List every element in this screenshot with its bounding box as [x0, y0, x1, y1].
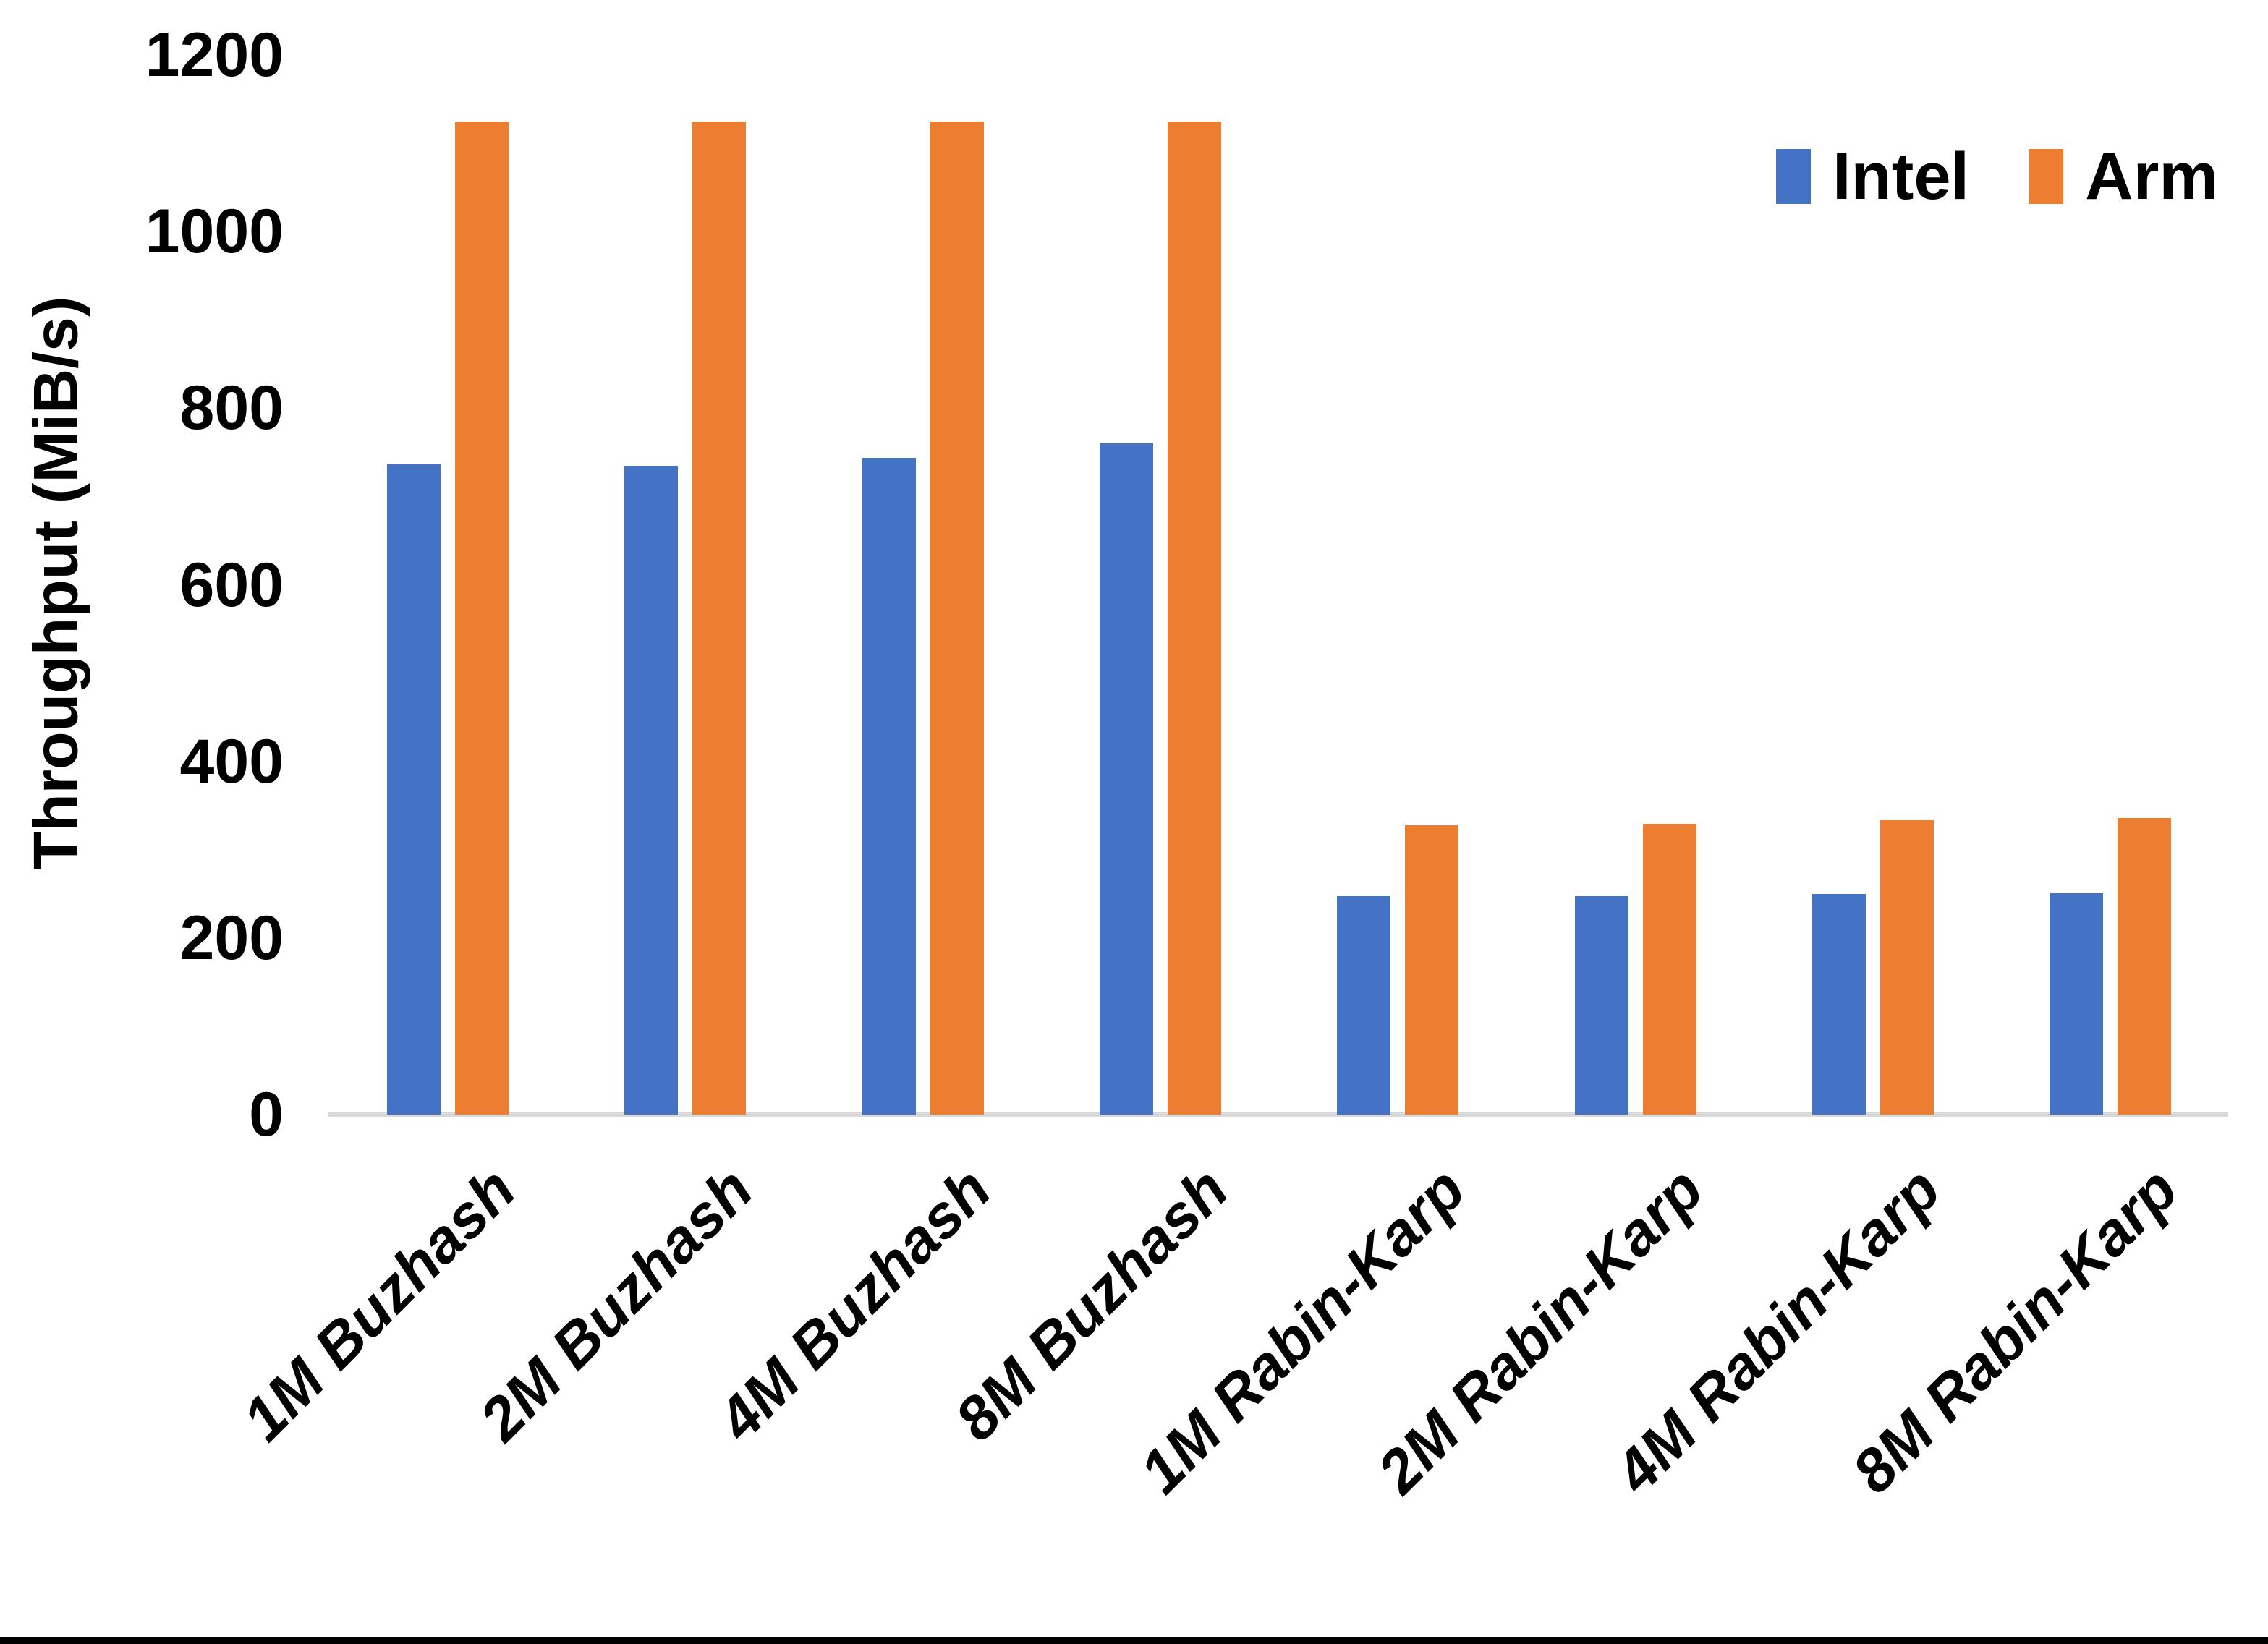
y-tick-label: 600 — [179, 550, 284, 620]
legend-item-arm: Arm — [2029, 143, 2218, 210]
legend-swatch-arm — [2029, 149, 2064, 204]
bar-intel-1m-buzhash — [387, 464, 441, 1115]
y-tick-label: 1000 — [145, 197, 284, 267]
legend-label-arm: Arm — [2085, 140, 2219, 213]
bar-intel-2m-rabin-karp — [1574, 896, 1628, 1115]
x-axis-baseline — [328, 1112, 2228, 1117]
bar-arm-2m-rabin-karp — [1642, 824, 1696, 1115]
legend-swatch-intel — [1776, 149, 1811, 204]
bar-arm-8m-rabin-karp — [2118, 817, 2172, 1115]
y-tick-label: 800 — [179, 373, 284, 443]
bar-arm-2m-buzhash — [692, 121, 747, 1115]
bar-arm-1m-rabin-karp — [1405, 825, 1459, 1115]
bar-intel-1m-rabin-karp — [1337, 896, 1391, 1115]
y-tick-label: 1200 — [145, 20, 284, 90]
bottom-border-strip — [0, 1637, 2268, 1644]
bar-arm-4m-buzhash — [930, 121, 984, 1115]
legend: Intel Arm — [1776, 143, 2218, 210]
y-tick-label: 0 — [249, 1080, 284, 1149]
bar-intel-4m-rabin-karp — [1812, 893, 1866, 1115]
bar-arm-4m-rabin-karp — [1880, 820, 1934, 1115]
bar-arm-8m-buzhash — [1167, 121, 1221, 1115]
legend-item-intel: Intel — [1776, 143, 1969, 210]
bar-intel-2m-buzhash — [624, 465, 679, 1115]
legend-label-intel: Intel — [1832, 140, 1970, 213]
bar-intel-8m-rabin-karp — [2050, 893, 2104, 1115]
y-tick-label: 400 — [179, 726, 284, 796]
y-tick-label: 200 — [179, 903, 284, 973]
bar-intel-8m-buzhash — [1099, 443, 1153, 1115]
bar-intel-4m-buzhash — [862, 457, 916, 1115]
bar-arm-1m-buzhash — [455, 121, 509, 1115]
